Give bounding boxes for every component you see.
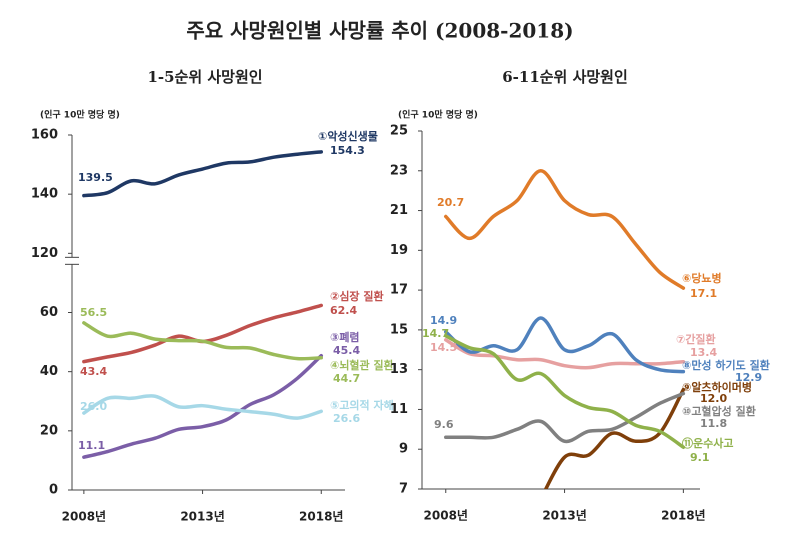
data-label: 17.1 (690, 287, 717, 300)
y-tick-label: 23 (390, 163, 408, 178)
x-tick-label: 2008년 (62, 510, 106, 524)
legend-label: ⑨알츠하이머병 (682, 380, 752, 394)
series-line (82, 150, 324, 198)
y-tick-label: 11 (390, 402, 408, 417)
y-tick-label: 21 (390, 203, 408, 218)
data-label: 56.5 (80, 306, 107, 319)
data-label: 139.5 (78, 171, 113, 184)
y-axis-title: (인구 10만 명당 명) (398, 109, 478, 121)
legend-label: ①악성신생물 (318, 129, 378, 143)
series-line (444, 391, 686, 444)
data-label: 11.8 (700, 417, 727, 430)
y-tick-label: 19 (390, 243, 408, 258)
data-label: 14.9 (430, 314, 457, 327)
plot-area (444, 169, 686, 489)
legend-label: ②심장 질환 (330, 289, 384, 303)
data-label: 154.3 (330, 144, 365, 157)
legend-label: ⑧만성 하기도 질환 (682, 358, 770, 372)
x-tick-label: 2008년 (424, 509, 468, 523)
data-label: 26.6 (333, 412, 360, 425)
y-tick-label: 160 (31, 128, 58, 143)
y-tick-label: 20 (40, 423, 58, 438)
data-label: 26.0 (80, 400, 107, 413)
x-tick-label: 2018년 (661, 509, 705, 523)
y-tick-label: 120 (31, 246, 58, 261)
data-label: 9.6 (434, 418, 454, 431)
axis-break-gap (70, 257, 75, 265)
y-tick-label: 7 (399, 482, 408, 497)
legend-label: ⑥당뇨병 (682, 271, 722, 285)
data-label: 14.7 (422, 327, 449, 340)
data-label: 62.4 (330, 304, 357, 317)
y-tick-label: 40 (40, 364, 58, 379)
data-label: 44.7 (333, 372, 360, 385)
chart-title: 주요 사망원인별 사망률 추이 (2008-2018) (186, 19, 573, 43)
y-tick-label: 25 (390, 124, 408, 139)
series-line (444, 169, 686, 290)
y-axis-title: (인구 10만 명당 명) (40, 109, 120, 121)
plot-area (82, 150, 324, 459)
x-tick-label: 2018년 (299, 510, 343, 524)
y-tick-label: 0 (49, 483, 58, 498)
y-tick-label: 13 (390, 362, 408, 377)
data-label: 12.0 (700, 392, 727, 405)
series-line (444, 338, 686, 370)
data-label: 13.4 (690, 346, 717, 359)
series-line (444, 334, 686, 449)
y-tick-label: 9 (399, 442, 408, 457)
y-tick-label: 60 (40, 305, 58, 320)
y-tick-label: 15 (390, 322, 408, 337)
data-label: 11.1 (78, 439, 105, 452)
panel-subtitle: 1-5순위 사망원인 (147, 68, 262, 86)
series-line (82, 321, 324, 361)
x-tick-label: 2013년 (542, 509, 586, 523)
legend-label: ③폐렴 (330, 330, 360, 344)
panel-subtitle: 6-11순위 사망원인 (502, 68, 628, 86)
series-line (82, 394, 324, 420)
legend-label: ④뇌혈관 질환 (330, 358, 394, 372)
x-tick-label: 2013년 (180, 510, 224, 524)
data-label: 14.5 (430, 341, 457, 354)
data-label: 45.4 (333, 344, 360, 357)
legend-label: ⑦간질환 (676, 332, 716, 346)
series-line (444, 316, 686, 374)
data-label: 9.1 (690, 451, 710, 464)
y-tick-label: 17 (390, 283, 408, 298)
series-line (82, 353, 324, 459)
data-label: 12.9 (735, 371, 762, 384)
legend-label: ⑤고의적 자해 (330, 398, 394, 412)
data-label: 20.7 (437, 196, 464, 209)
legend-label: ⑩고혈압성 질환 (682, 404, 756, 418)
legend-label: ⑪운수사고 (682, 436, 733, 450)
y-tick-label: 140 (31, 187, 58, 202)
data-label: 43.4 (80, 365, 107, 378)
series-line (543, 387, 686, 489)
